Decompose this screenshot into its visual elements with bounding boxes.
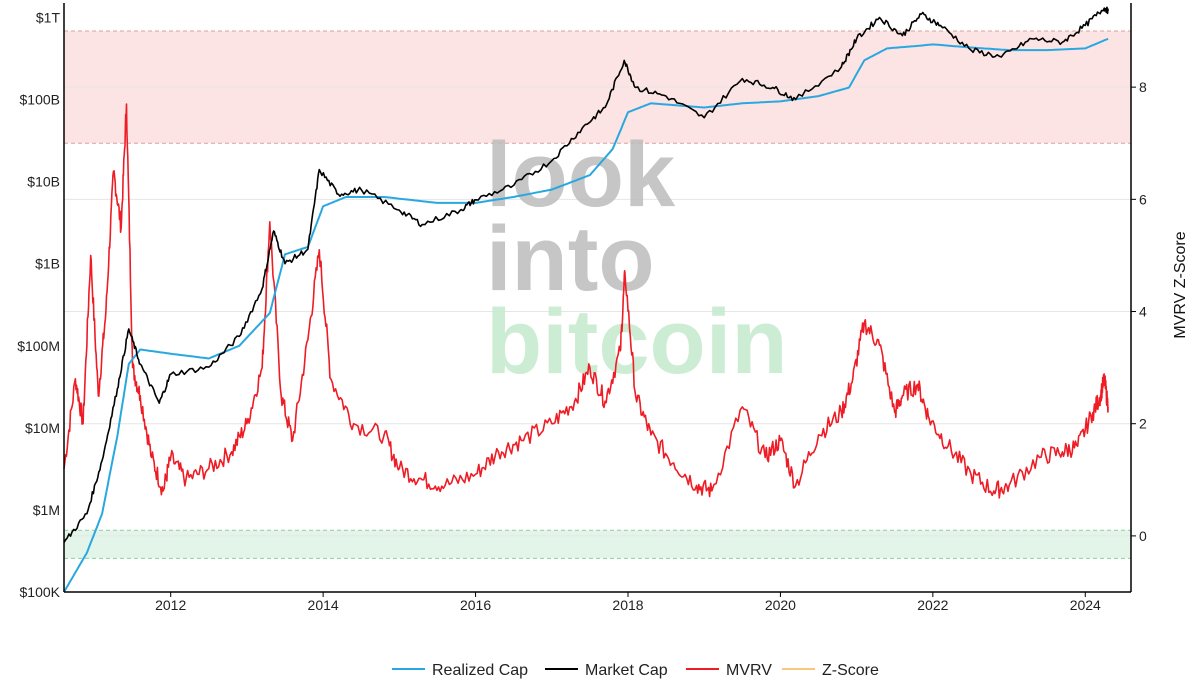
x-tick-label: 2016 xyxy=(460,597,491,613)
x-tick-label: 2024 xyxy=(1070,597,1101,613)
legend-item-market-cap[interactable]: Market Cap xyxy=(545,662,668,679)
legend-label: Z-Score xyxy=(822,662,879,679)
left-tick-label: $100K xyxy=(20,584,61,600)
series-line-realized-cap xyxy=(63,37,1109,593)
legend-item-mvrv[interactable]: MVRV xyxy=(686,662,772,679)
right-tick-label: 8 xyxy=(1139,79,1147,95)
grid-lines xyxy=(64,86,1131,537)
watermark: look into bitcoin xyxy=(486,124,788,393)
right-tick-label: 6 xyxy=(1139,191,1147,207)
x-tick-label: 2020 xyxy=(765,597,796,613)
legend-item-z-score[interactable]: Z-Score xyxy=(782,662,879,679)
right-axis-title: MVRV Z-Score xyxy=(1172,231,1189,338)
left-tick-label: $1B xyxy=(35,256,60,272)
legend-item-realized-cap[interactable]: Realized Cap xyxy=(392,662,528,679)
left-tick-label: $1M xyxy=(33,502,60,518)
legend: Realized Cap Market Cap MVRV Z-Score xyxy=(392,662,879,679)
legend-label: Realized Cap xyxy=(432,662,528,679)
right-tick-label: 2 xyxy=(1139,416,1147,432)
right-tick-label: 0 xyxy=(1139,528,1147,544)
undervalued-zone xyxy=(64,530,1131,559)
left-tick-label: $10B xyxy=(27,174,60,190)
left-tick-label: $10M xyxy=(25,420,60,436)
watermark-line-1: look xyxy=(486,124,676,226)
legend-label: Market Cap xyxy=(585,662,668,679)
series-line-market-cap xyxy=(63,6,1109,543)
legend-label: MVRV xyxy=(726,662,772,679)
x-tick-label: 2012 xyxy=(155,597,186,613)
series-lines xyxy=(63,6,1109,593)
x-tick-label: 2018 xyxy=(612,597,643,613)
left-tick-label: $1T xyxy=(36,9,61,25)
left-tick-label: $100B xyxy=(20,92,60,108)
axes: $100K $1M $10M $100M $1B $10B $100B $1T 0 2 4 6 8 201… xyxy=(17,3,1147,613)
x-tick-label: 2014 xyxy=(308,597,339,613)
right-tick-label: 4 xyxy=(1139,304,1147,320)
left-tick-label: $100M xyxy=(17,338,60,354)
x-tick-label: 2022 xyxy=(917,597,948,613)
watermark-line-3: bitcoin xyxy=(486,291,788,393)
series-line-mvrv xyxy=(63,103,1109,499)
